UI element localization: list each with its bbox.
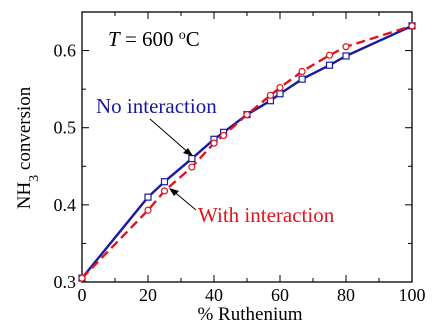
x-tick-label: 0 [78, 285, 87, 305]
series-no-interaction [78, 22, 416, 282]
legend-with-interaction: With interaction [198, 203, 335, 227]
arrow-head-with-interaction [169, 188, 179, 196]
x-tick-label: 20 [139, 285, 157, 305]
x-tick-label: 40 [205, 285, 223, 305]
data-point [160, 178, 169, 186]
series-line [81, 24, 413, 279]
tick-labels: 0 20 40 60 80 100 0.3 0.4 0.5 0.6 [54, 41, 426, 305]
x-tick-label: 80 [337, 285, 355, 305]
temperature-value: = 600 [120, 27, 179, 51]
data-point [210, 139, 218, 147]
data-point [276, 90, 284, 98]
x-axis-label: % Ruthenium [197, 304, 302, 325]
data-point [342, 43, 350, 51]
data-point [243, 110, 251, 119]
data-point [188, 154, 196, 163]
data-point [325, 61, 334, 69]
annotations: T = 600 oC No interaction With interacti… [96, 27, 335, 227]
data-point [325, 51, 334, 59]
series-layer [78, 22, 416, 282]
degree-symbol: o [179, 28, 186, 43]
data-point [298, 67, 306, 76]
data-point [188, 163, 196, 171]
data-point [144, 206, 152, 214]
plot-frame [81, 11, 413, 283]
temperature-unit: C [186, 27, 200, 51]
temperature-symbol: T [108, 27, 121, 51]
series-line [81, 24, 413, 279]
x-tick-label: 100 [399, 285, 426, 305]
data-point [408, 22, 416, 30]
y-tick-label: 0.5 [54, 118, 77, 138]
y-axis-label-prefix: NH [14, 182, 35, 210]
data-point [276, 83, 284, 92]
y-axis-label-subscript: 3 [27, 175, 42, 182]
data-point [342, 52, 350, 60]
data-point [160, 187, 169, 195]
data-point [78, 274, 86, 282]
data-point [219, 131, 228, 140]
legend-no-interaction: No interaction [96, 94, 217, 118]
x-tick-label: 60 [271, 285, 289, 305]
data-point [266, 91, 275, 99]
arrow-head-no-interaction [183, 148, 193, 156]
axis-ticks [81, 11, 413, 283]
arrow-no-interaction [149, 118, 191, 155]
y-axis-label-suffix: conversion [14, 86, 35, 175]
y-tick-label: 0.6 [54, 41, 77, 61]
temperature-label: T = 600 oC [108, 27, 200, 51]
y-tick-label: 0.3 [54, 272, 77, 292]
series-with-interaction [78, 22, 416, 282]
y-axis-label: NH3 conversion [14, 86, 42, 209]
data-point [298, 75, 306, 83]
y-tick-label: 0.4 [54, 195, 77, 215]
data-point [144, 193, 152, 201]
